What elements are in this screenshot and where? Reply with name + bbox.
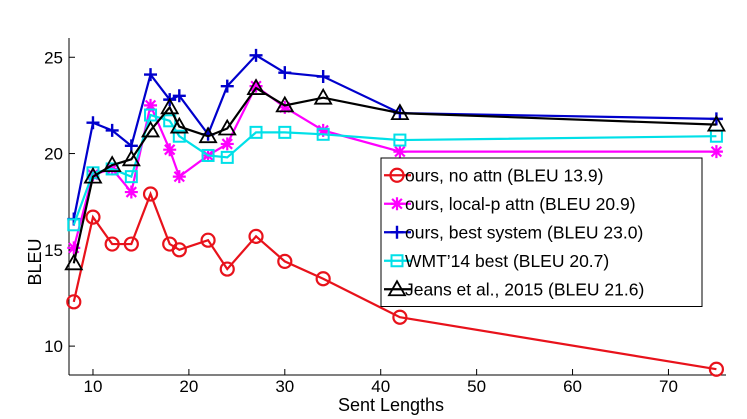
data-point <box>105 123 119 137</box>
y-tick-label: 20 <box>44 145 63 164</box>
data-point <box>83 166 103 184</box>
x-tick-label: 10 <box>84 377 103 396</box>
data-point <box>392 309 408 325</box>
legend-item: WMT’14 best (BLEU 20.7) <box>384 251 609 271</box>
legend-marker <box>387 279 407 297</box>
data-point <box>316 70 330 84</box>
data-point <box>278 100 292 114</box>
legend-marker <box>390 254 404 268</box>
data-point <box>140 120 161 138</box>
data-point <box>217 118 237 136</box>
series-plus <box>67 48 723 226</box>
data-point <box>66 294 82 310</box>
data-point <box>86 116 100 130</box>
data-point <box>142 186 159 202</box>
data-point <box>198 126 218 144</box>
data-point <box>121 149 141 167</box>
data-point <box>219 261 235 277</box>
data-point <box>64 253 84 271</box>
data-point <box>277 253 293 269</box>
data-point <box>246 78 266 95</box>
data-point <box>144 98 158 112</box>
data-point <box>172 170 186 184</box>
x-tick-label: 70 <box>659 377 678 396</box>
x-tick-label: 60 <box>563 377 582 396</box>
legend-label: WMT’14 best (BLEU 20.7) <box>405 251 609 271</box>
data-point <box>390 103 410 121</box>
legend-item: ours, best system (BLEU 23.0) <box>384 222 643 242</box>
y-tick-label: 15 <box>44 241 63 260</box>
legend-marker <box>390 197 404 211</box>
x-axis-title: Sent Lengths <box>338 395 444 415</box>
data-point <box>144 108 158 122</box>
legend-marker <box>390 225 404 239</box>
legend-marker <box>389 167 405 183</box>
legend-item: ours, no attn (BLEU 13.9) <box>384 165 603 185</box>
series-group <box>64 48 726 377</box>
legend-label: ours, best system (BLEU 23.0) <box>405 222 643 242</box>
data-point <box>67 218 81 232</box>
data-point <box>220 150 234 164</box>
legend-item: ours, local-p attn (BLEU 20.9) <box>384 194 636 214</box>
data-point <box>393 145 407 159</box>
legend-label: Jeans et al., 2015 (BLEU 21.6) <box>405 279 644 299</box>
data-point <box>393 133 407 147</box>
data-point <box>172 89 186 103</box>
x-tick-label: 40 <box>371 377 390 396</box>
data-point <box>315 271 331 287</box>
data-point <box>278 125 292 139</box>
data-point <box>163 143 177 157</box>
data-point <box>248 228 264 244</box>
data-point <box>67 241 81 255</box>
data-point <box>201 148 215 162</box>
data-point <box>124 185 138 199</box>
data-point <box>169 116 189 134</box>
data-point <box>172 129 186 143</box>
data-point <box>249 79 263 93</box>
legend-box <box>380 157 703 307</box>
x-tick-label: 50 <box>467 377 486 396</box>
data-point <box>220 79 234 93</box>
data-point <box>144 68 158 82</box>
series-asterisk <box>67 79 723 255</box>
data-point <box>102 155 122 172</box>
data-point <box>313 87 333 105</box>
data-point <box>200 232 216 248</box>
data-point <box>316 127 330 141</box>
legend-label: ours, local-p attn (BLEU 20.9) <box>405 194 636 214</box>
data-point <box>706 114 726 132</box>
data-point <box>278 66 292 80</box>
data-point <box>171 242 187 258</box>
data-point <box>160 97 180 115</box>
y-axis-title: BLEU <box>25 238 45 285</box>
data-point <box>249 125 263 139</box>
data-point <box>709 145 723 159</box>
data-point <box>708 361 725 377</box>
data-point <box>316 123 330 137</box>
x-tick-label: 30 <box>275 377 294 396</box>
data-point <box>85 209 101 225</box>
legend: ours, no attn (BLEU 13.9) ours, local-p a… <box>380 157 703 307</box>
data-point <box>709 112 723 126</box>
series-triangle <box>64 78 726 271</box>
series-circle <box>66 186 725 377</box>
legend-item: Jeans et al., 2015 (BLEU 21.6) <box>384 279 644 299</box>
data-point <box>275 95 295 113</box>
data-point <box>249 48 263 62</box>
data-point <box>104 236 120 252</box>
data-point <box>124 170 138 184</box>
y-tick-label: 25 <box>44 48 63 67</box>
data-point <box>220 137 234 151</box>
axes: 10 20 30 40 50 60 70 10 15 20 25 <box>44 38 726 396</box>
data-point <box>123 236 139 252</box>
legend-label: ours, no attn (BLEU 13.9) <box>405 165 603 185</box>
x-tick-label: 20 <box>179 377 198 396</box>
y-tick-label: 10 <box>44 337 63 356</box>
